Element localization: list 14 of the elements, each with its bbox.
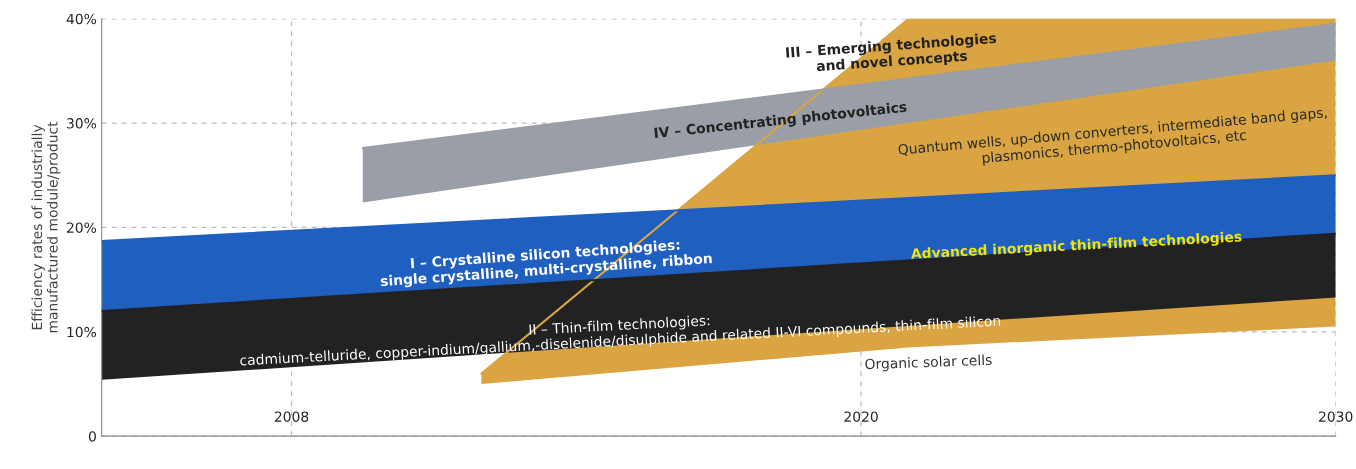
y-tick-label: 30% xyxy=(67,118,97,129)
annotation: I – Crystalline silicon technologies: single crystalline, multi-crystalline, ribbon xyxy=(380,239,713,290)
y-tick-label: 10% xyxy=(67,326,97,338)
y-tick-label: 20% xyxy=(66,222,97,233)
annotation: IV – Concentrating photovoltaics xyxy=(654,101,908,141)
y-tick-label: 40% xyxy=(66,13,97,25)
annotation: Organic solar cells xyxy=(865,354,992,373)
x-tick-label: 2030 xyxy=(1319,411,1353,422)
x-tick-label: 2020 xyxy=(844,411,878,422)
y-tick-label: 0 xyxy=(88,431,96,442)
x-tick-label: 2008 xyxy=(274,411,309,422)
y-axis-title: Efficiency rates of industrially manufactured module/product xyxy=(31,121,61,333)
annotation: Advanced inorganic thin-film technologies xyxy=(910,230,1242,262)
annotation: III – Emerging technologies and novel concepts xyxy=(785,32,997,75)
